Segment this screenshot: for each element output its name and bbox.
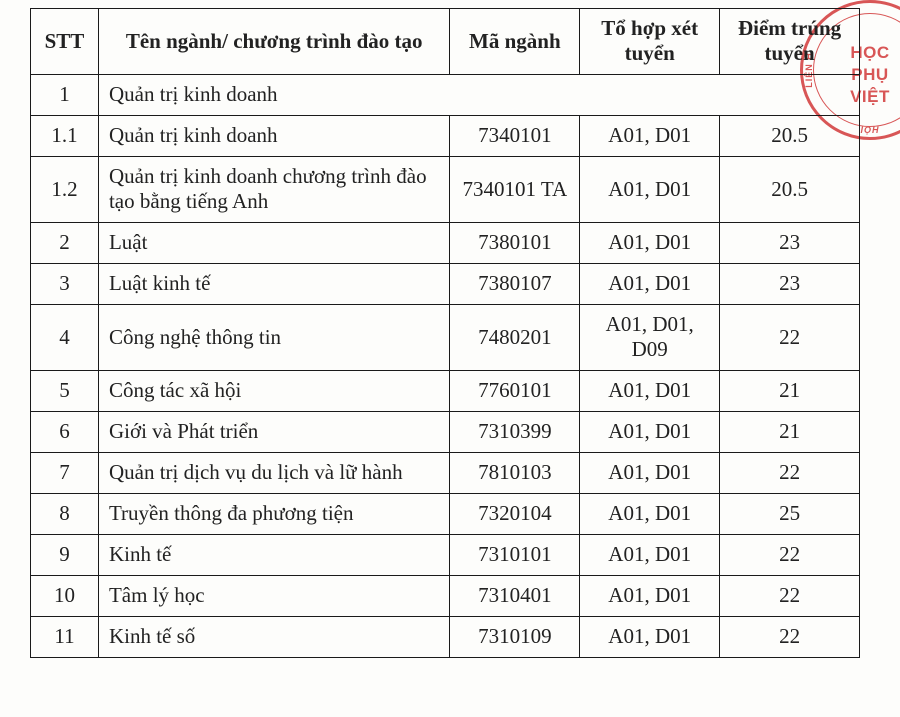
cell-stt: 1 (31, 75, 99, 116)
cell-group: A01, D01 (580, 264, 720, 305)
table-body: 1Quản trị kinh doanh1.1Quản trị kinh doa… (31, 75, 860, 658)
cell-stt: 6 (31, 412, 99, 453)
cell-code: 7380101 (450, 223, 580, 264)
cell-code: 7310109 (450, 617, 580, 658)
cell-name: Luật (98, 223, 449, 264)
cell-name: Quản trị dịch vụ du lịch và lữ hành (98, 453, 449, 494)
table-row: 1Quản trị kinh doanh (31, 75, 860, 116)
table-row: 9Kinh tế7310101A01, D0122 (31, 535, 860, 576)
cell-stt: 1.2 (31, 157, 99, 223)
cell-name: Kinh tế (98, 535, 449, 576)
cell-score: 22 (720, 535, 860, 576)
cell-score: 25 (720, 494, 860, 535)
col-header-stt: STT (31, 9, 99, 75)
cell-stt: 8 (31, 494, 99, 535)
admission-scores-table: STT Tên ngành/ chương trình đào tạo Mã n… (30, 8, 860, 658)
col-header-code: Mã ngành (450, 9, 580, 75)
table-row: 10Tâm lý học7310401A01, D0122 (31, 576, 860, 617)
cell-group: A01, D01 (580, 453, 720, 494)
cell-score: 21 (720, 412, 860, 453)
cell-name: Kinh tế số (98, 617, 449, 658)
table-row: 6Giới và Phát triển7310399A01, D0121 (31, 412, 860, 453)
table-row: 7Quản trị dịch vụ du lịch và lữ hành7810… (31, 453, 860, 494)
cell-stt: 7 (31, 453, 99, 494)
cell-code: 7480201 (450, 305, 580, 371)
cell-score: 20.5 (720, 116, 860, 157)
cell-group: A01, D01 (580, 412, 720, 453)
cell-name: Luật kinh tế (98, 264, 449, 305)
cell-name: Quản trị kinh doanh (98, 116, 449, 157)
cell-name: Công tác xã hội (98, 371, 449, 412)
cell-stt: 9 (31, 535, 99, 576)
col-header-name: Tên ngành/ chương trình đào tạo (98, 9, 449, 75)
cell-stt: 11 (31, 617, 99, 658)
cell-name: Giới và Phát triển (98, 412, 449, 453)
cell-group: A01, D01, D09 (580, 305, 720, 371)
cell-stt: 1.1 (31, 116, 99, 157)
cell-section-name: Quản trị kinh doanh (98, 75, 859, 116)
cell-group: A01, D01 (580, 535, 720, 576)
cell-code: 7310401 (450, 576, 580, 617)
cell-name: Truyền thông đa phương tiện (98, 494, 449, 535)
cell-score: 23 (720, 223, 860, 264)
cell-stt: 2 (31, 223, 99, 264)
cell-group: A01, D01 (580, 116, 720, 157)
cell-group: A01, D01 (580, 371, 720, 412)
table-row: 11Kinh tế số7310109A01, D0122 (31, 617, 860, 658)
cell-code: 7310101 (450, 535, 580, 576)
cell-group: A01, D01 (580, 223, 720, 264)
cell-stt: 5 (31, 371, 99, 412)
cell-group: A01, D01 (580, 576, 720, 617)
cell-code: 7310399 (450, 412, 580, 453)
cell-name: Tâm lý học (98, 576, 449, 617)
cell-score: 21 (720, 371, 860, 412)
cell-stt: 4 (31, 305, 99, 371)
cell-score: 20.5 (720, 157, 860, 223)
table-header-row: STT Tên ngành/ chương trình đào tạo Mã n… (31, 9, 860, 75)
cell-score: 22 (720, 576, 860, 617)
cell-score: 22 (720, 453, 860, 494)
table-row: 5Công tác xã hội7760101A01, D0121 (31, 371, 860, 412)
cell-code: 7380107 (450, 264, 580, 305)
table-row: 3Luật kinh tế7380107A01, D0123 (31, 264, 860, 305)
cell-name: Quản trị kinh doanh chương trình đào tạo… (98, 157, 449, 223)
cell-score: 22 (720, 305, 860, 371)
cell-stt: 3 (31, 264, 99, 305)
cell-group: A01, D01 (580, 157, 720, 223)
cell-group: A01, D01 (580, 494, 720, 535)
table-row: 2Luật7380101A01, D0123 (31, 223, 860, 264)
cell-name: Công nghệ thông tin (98, 305, 449, 371)
cell-code: 7340101 TA (450, 157, 580, 223)
cell-code: 7760101 (450, 371, 580, 412)
cell-stt: 10 (31, 576, 99, 617)
col-header-group: Tổ hợp xét tuyển (580, 9, 720, 75)
cell-code: 7340101 (450, 116, 580, 157)
cell-score: 22 (720, 617, 860, 658)
page: { "table": { "columns": { "stt": "STT", … (0, 0, 900, 717)
table-row: 1.2Quản trị kinh doanh chương trình đào … (31, 157, 860, 223)
cell-code: 7810103 (450, 453, 580, 494)
table-row: 1.1Quản trị kinh doanh7340101A01, D0120.… (31, 116, 860, 157)
cell-code: 7320104 (450, 494, 580, 535)
col-header-score: Điểm trúng tuyển (720, 9, 860, 75)
table-row: 4Công nghệ thông tin7480201A01, D01, D09… (31, 305, 860, 371)
cell-score: 23 (720, 264, 860, 305)
cell-group: A01, D01 (580, 617, 720, 658)
table-row: 8Truyền thông đa phương tiện7320104A01, … (31, 494, 860, 535)
